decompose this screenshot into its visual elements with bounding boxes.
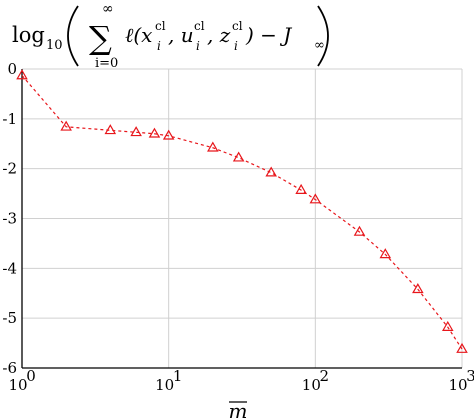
title-sum-lower: i=0 [95, 56, 118, 71]
title-sub-u: i [196, 39, 200, 53]
data-point-marker [379, 248, 392, 259]
title-close: ) − J [245, 23, 292, 47]
title-sup-x: cl [155, 19, 166, 33]
x-axis-label: m [229, 399, 248, 420]
title-sup-z: cl [232, 19, 243, 33]
data-point-marker [295, 183, 307, 194]
x-tick-exponent: 1 [173, 367, 183, 385]
title-sup-u: cl [194, 19, 205, 33]
data-point-marker [60, 120, 72, 131]
title-body: ℓ(x [125, 23, 152, 47]
title-sep-u: , u [168, 23, 194, 47]
x-label-text: m [229, 399, 248, 420]
chart-title: log 10 ∞ ∑ i=0 ℓ(x cl i , u cl i , z cl … [12, 1, 329, 71]
title-sum-sign: ∑ [89, 19, 112, 57]
y-tick-label: -3 [2, 210, 17, 228]
title-left-paren [67, 5, 79, 67]
x-tick-label: 10 [302, 376, 321, 394]
data-point-marker [16, 69, 28, 80]
axes [21, 69, 462, 369]
y-tick-label: -4 [2, 259, 17, 277]
x-tick-label: 10 [8, 376, 27, 394]
title-sub-z: i [234, 39, 238, 53]
title-sep-z: , z [207, 23, 231, 47]
data-point-marker [130, 126, 142, 137]
title-right-paren [317, 5, 329, 67]
data-point-marker [162, 129, 175, 140]
data-point-marker [309, 193, 322, 204]
grid [21, 68, 463, 369]
data-point-marker [265, 166, 277, 177]
title-sub-x: i [157, 39, 161, 53]
title-j-subscript: ∞ [314, 38, 325, 53]
y-tick-label: -1 [2, 110, 17, 128]
title-log: log [12, 23, 45, 47]
x-tick-exponent: 0 [26, 367, 36, 385]
y-tick-label: 0 [7, 60, 17, 78]
data-point-marker [104, 124, 117, 135]
data-point-marker [207, 141, 219, 152]
data-point-marker [148, 127, 161, 138]
y-tick-label: -2 [2, 160, 17, 178]
series-line [21, 75, 463, 350]
data-point-marker [232, 151, 245, 162]
y-tick-label: -6 [2, 359, 17, 377]
data-point-marker [412, 283, 424, 294]
x-tick-exponent: 3 [466, 367, 474, 385]
y-tick-label: -5 [2, 309, 17, 327]
x-tick-label: 10 [448, 376, 467, 394]
x-tick-exponent: 2 [320, 367, 330, 385]
series [16, 69, 468, 353]
title-log-subscript: 10 [46, 38, 63, 53]
data-point-marker [456, 342, 468, 353]
data-point-marker [353, 225, 366, 236]
title-sum-upper: ∞ [102, 1, 114, 17]
data-point-marker [441, 320, 454, 331]
x-tick-label: 10 [155, 376, 174, 394]
